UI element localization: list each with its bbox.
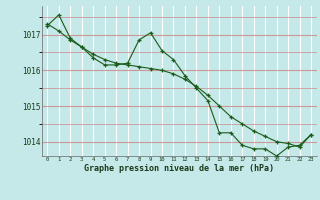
X-axis label: Graphe pression niveau de la mer (hPa): Graphe pression niveau de la mer (hPa) (84, 164, 274, 173)
